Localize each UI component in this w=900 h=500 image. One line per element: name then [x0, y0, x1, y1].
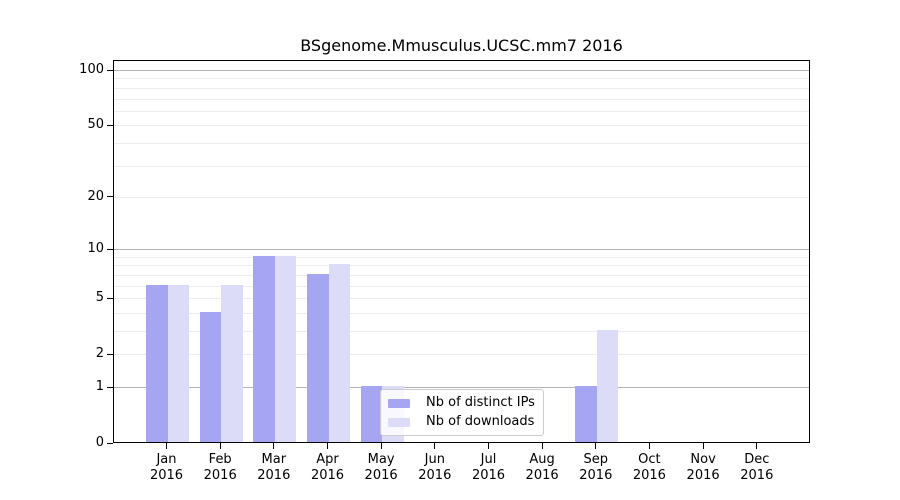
y-axis-tick — [107, 386, 113, 388]
y-axis-tick — [107, 69, 113, 71]
x-axis-tick — [702, 443, 704, 449]
y-axis-tick-label: 20 — [87, 188, 104, 204]
x-axis-tick-label: May 2016 — [364, 452, 398, 483]
x-axis-tick-label: Mar 2016 — [257, 452, 291, 483]
legend-entry-distinct-ips: Nb of distinct IPs — [388, 395, 537, 411]
gridline-minor — [114, 142, 809, 144]
legend: Nb of distinct IPs Nb of downloads — [380, 389, 544, 436]
chart-title: BSgenome.Mmusculus.UCSC.mm7 2016 — [300, 36, 623, 55]
legend-swatch-distinct-ips — [388, 398, 410, 408]
x-axis-tick — [327, 443, 328, 449]
bar-distinct-ips — [575, 386, 597, 442]
y-axis-tick — [107, 248, 113, 250]
y-axis-tick-label: 50 — [87, 117, 104, 133]
bar-downloads — [328, 264, 350, 442]
x-axis-tick-label: Feb 2016 — [203, 452, 237, 483]
x-axis-tick-label: Sep 2016 — [579, 452, 613, 483]
bar-distinct-ips — [360, 386, 383, 442]
bar-downloads — [221, 284, 243, 442]
legend-label-distinct-ips: Nb of distinct IPs — [426, 395, 535, 410]
y-axis-tick — [107, 297, 113, 299]
gridline-minor — [114, 265, 809, 267]
x-axis-tick-label: Apr 2016 — [310, 452, 345, 483]
x-axis-tick — [166, 443, 167, 449]
plot-area — [113, 60, 810, 443]
gridline-minor — [114, 165, 809, 167]
gridline-minor — [114, 354, 809, 356]
gridline-minor — [114, 110, 809, 112]
bar-downloads — [596, 330, 619, 442]
x-axis-tick — [541, 443, 543, 449]
x-axis-tick-label: Nov 2016 — [686, 452, 720, 483]
y-axis-tick-label: 2 — [95, 346, 104, 362]
x-axis-tick — [434, 443, 436, 449]
y-axis-tick-label: 100 — [79, 62, 104, 77]
bar-distinct-ips — [146, 284, 168, 442]
x-axis-tick-label: Jun 2016 — [418, 452, 452, 483]
y-axis-tick-label: 1 — [95, 379, 104, 394]
gridline-minor — [114, 98, 809, 100]
gridline-minor — [114, 285, 809, 287]
x-axis-tick-label: Oct 2016 — [632, 452, 666, 483]
y-axis-tick-label: 10 — [87, 241, 104, 257]
gridline-major — [114, 387, 809, 388]
x-axis-tick-label: Jul 2016 — [471, 452, 506, 483]
legend-entry-downloads: Nb of downloads — [388, 414, 537, 430]
gridline-minor — [114, 331, 809, 332]
x-axis-tick — [756, 443, 758, 449]
x-axis-tick — [488, 443, 489, 449]
gridline-major — [114, 70, 809, 71]
legend-label-downloads: Nb of downloads — [426, 414, 535, 429]
gridline-minor — [114, 274, 809, 276]
gridline-minor — [114, 78, 809, 80]
bar-downloads — [167, 284, 189, 442]
x-axis-tick-label: Dec 2016 — [740, 452, 774, 483]
gridline-minor — [114, 196, 809, 198]
y-axis-tick — [107, 196, 113, 198]
y-axis-tick — [107, 353, 113, 355]
x-axis-tick — [219, 443, 221, 449]
gridline-minor — [114, 256, 809, 258]
gridline-minor — [114, 87, 809, 89]
gridline-minor — [114, 312, 809, 314]
x-axis-tick — [273, 443, 275, 449]
gridline-minor — [114, 125, 809, 127]
y-axis-tick — [107, 124, 113, 126]
bar-downloads — [274, 255, 297, 442]
x-axis-tick — [648, 443, 650, 449]
y-axis-tick — [107, 442, 113, 444]
gridline-major — [114, 249, 809, 251]
y-axis-tick-label: 5 — [95, 290, 104, 306]
gridline-minor — [114, 298, 809, 300]
bar-distinct-ips — [253, 255, 275, 442]
x-axis-tick — [595, 443, 597, 449]
bar-distinct-ips — [307, 273, 329, 442]
x-axis-tick-label: Aug 2016 — [525, 452, 559, 483]
y-axis-tick-label: 0 — [95, 435, 104, 450]
legend-swatch-downloads — [388, 417, 410, 427]
x-axis-tick — [380, 443, 382, 449]
x-axis-tick-label: Jan 2016 — [149, 452, 184, 483]
bar-distinct-ips — [199, 311, 222, 442]
